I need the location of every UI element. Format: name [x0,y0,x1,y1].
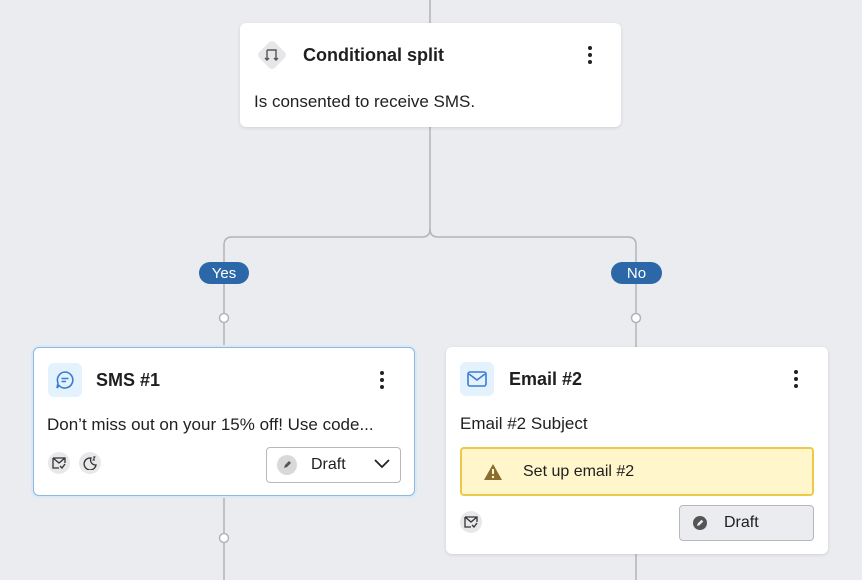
email-more-menu[interactable] [786,367,806,391]
warning-icon [483,463,503,481]
sms-node[interactable]: SMS #1 Don’t miss out on your 15% off! U… [33,347,415,496]
sms-body-preview: Don’t miss out on your 15% off! Use code… [47,415,374,434]
quiet-hours-moon-icon [79,452,101,474]
email-title: Email #2 [509,369,583,389]
connector-dot-sms-out [218,532,230,544]
connector-dot-no [630,312,642,324]
conditional-split-node[interactable]: Conditional split Is consented to receiv… [240,23,621,127]
connector-no [429,228,637,347]
pencil-icon [277,455,297,475]
email-status-button[interactable]: Draft [679,505,814,541]
sms-chat-icon [48,363,82,397]
mail-check-icon [460,511,482,533]
split-condition: Is consented to receive SMS. [254,92,476,111]
split-title: Conditional split [303,45,444,65]
warning-text: Set up email #2 [523,462,635,480]
sms-title: SMS #1 [96,370,161,390]
envelope-icon [460,362,494,396]
email-subject: Email #2 Subject [460,414,588,433]
email-status-label: Draft [724,514,759,531]
connector-yes [223,127,431,347]
email-setup-warning[interactable]: Set up email #2 [460,447,814,496]
branch-no-label: No [611,262,662,284]
sms-status-dropdown[interactable]: Draft [266,447,401,483]
pencil-icon [690,513,710,533]
chevron-down-icon [374,456,390,474]
email-node[interactable]: Email #2 Email #2 Subject Set up email #… [446,347,828,554]
split-arrows-icon [254,37,290,73]
branch-yes-label: Yes [199,262,249,284]
sms-status-label: Draft [311,456,346,473]
mail-check-icon [48,452,70,474]
sms-more-menu[interactable] [372,368,392,392]
connector-dot-yes [218,312,230,324]
split-more-menu[interactable] [580,43,600,67]
